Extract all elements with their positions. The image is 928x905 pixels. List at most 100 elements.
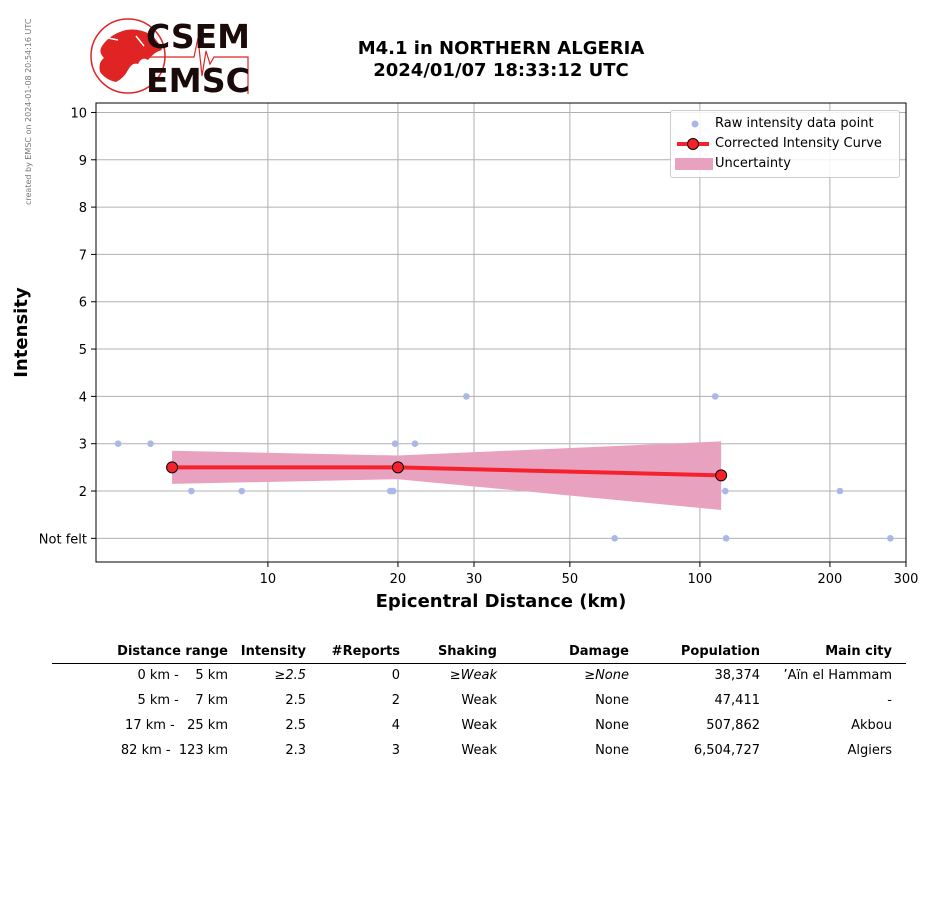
cell-damage: ≥None bbox=[584, 668, 629, 683]
cell-reports: 3 bbox=[391, 743, 400, 758]
logo-line2: EMSC bbox=[146, 61, 250, 100]
cell-damage: None bbox=[595, 743, 629, 758]
cell-shaking: Weak bbox=[461, 693, 497, 708]
cell-damage: None bbox=[595, 718, 629, 733]
x-tick-label: 10 bbox=[260, 572, 277, 587]
legend-uncertainty-swatch bbox=[675, 158, 713, 170]
cell-population: 47,411 bbox=[714, 693, 761, 708]
chart-title-line1: M4.1 in NORTHERN ALGERIA bbox=[357, 38, 645, 59]
logo-globe-ring bbox=[90, 18, 166, 94]
logo-seismogram bbox=[146, 37, 249, 94]
x-tick-label: 100 bbox=[687, 572, 712, 587]
cell-intensity: ≥2.5 bbox=[274, 668, 306, 683]
raw-data-point bbox=[411, 440, 419, 448]
table-row: 0 km - 5 km ≥2.5 0 ≥Weak ≥None 38,374 ’Aïn el … bbox=[52, 668, 906, 690]
cell-shaking: Weak bbox=[461, 743, 497, 758]
raw-data-point bbox=[463, 393, 470, 400]
csem-emsc-logo: CSEM EMSC bbox=[90, 17, 250, 100]
cell-distance-range: 5 km - 7 km bbox=[137, 693, 228, 708]
y-tick-label: 9 bbox=[79, 154, 87, 169]
y-axis-label: Intensity bbox=[11, 287, 32, 378]
raw-data-point bbox=[611, 535, 618, 542]
legend-item-curve: Corrected Intensity Curve bbox=[671, 134, 899, 154]
x-tick-label: 200 bbox=[818, 572, 843, 587]
x-tick-label: 300 bbox=[894, 572, 919, 587]
x-tick-label: 30 bbox=[466, 572, 483, 587]
y-tick-label: 7 bbox=[79, 248, 87, 263]
header-shaking: Shaking bbox=[437, 644, 497, 659]
uncertainty-band bbox=[172, 441, 722, 510]
header-intensity: Intensity bbox=[240, 644, 306, 659]
legend-raw-marker bbox=[691, 120, 699, 128]
cell-intensity: 2.5 bbox=[285, 718, 306, 733]
table-header-separator bbox=[52, 663, 906, 664]
raw-data-point bbox=[114, 440, 122, 448]
legend-raw-label: Raw intensity data point bbox=[715, 116, 874, 131]
y-tick-label: 8 bbox=[79, 201, 87, 216]
cell-shaking: ≥Weak bbox=[449, 668, 497, 683]
cell-distance-range: 17 km - 25 km bbox=[125, 718, 228, 733]
raw-data-point bbox=[711, 393, 719, 400]
legend-uncertainty-label: Uncertainty bbox=[715, 156, 791, 171]
cell-damage: None bbox=[595, 693, 629, 708]
cell-intensity: 2.5 bbox=[285, 693, 306, 708]
raw-data-point bbox=[188, 487, 195, 495]
raw-data-point bbox=[836, 487, 844, 495]
cell-main-city: ’Aïn el Hammam bbox=[783, 668, 892, 683]
header-damage: Damage bbox=[568, 644, 629, 659]
raw-data-point bbox=[721, 487, 729, 495]
y-tick-label: 4 bbox=[79, 390, 87, 405]
chart-title: M4.1 in NORTHERN ALGERIA 2024/01/07 18:3… bbox=[300, 38, 702, 82]
cell-distance-range: 0 km - 5 km bbox=[137, 668, 228, 683]
y-tick-label: 10 bbox=[70, 106, 87, 121]
table-row: 82 km - 123 km 2.3 3 Weak None 6,504,727 Algie… bbox=[52, 743, 906, 765]
cell-distance-range: 82 km - 123 km bbox=[120, 743, 228, 758]
legend-item-raw: Raw intensity data point bbox=[671, 114, 899, 134]
x-tick-label: 20 bbox=[390, 572, 407, 587]
cell-main-city: Akbou bbox=[851, 718, 892, 733]
cell-population: 38,374 bbox=[714, 668, 761, 683]
y-tick-label: 3 bbox=[79, 438, 87, 453]
raw-data-point bbox=[887, 535, 894, 542]
header-main-city: Main city bbox=[825, 644, 892, 659]
header-population: Population bbox=[680, 644, 760, 659]
creation-note: created by EMSC on 2024-01-08 20:54:16 U… bbox=[24, 18, 33, 205]
corrected-intensity-marker bbox=[166, 461, 179, 474]
raw-data-point bbox=[147, 440, 154, 448]
cell-intensity: 2.3 bbox=[285, 743, 306, 758]
logo-map-shape bbox=[99, 29, 162, 82]
cell-population: 507,862 bbox=[706, 718, 760, 733]
cell-shaking: Weak bbox=[461, 718, 497, 733]
table-row: 17 km - 25 km 2.5 4 Weak None 507,862 Akbou bbox=[52, 718, 906, 740]
raw-data-point bbox=[391, 440, 399, 448]
y-tick-label: Not felt bbox=[39, 532, 87, 547]
y-tick-label: 5 bbox=[79, 343, 87, 358]
table-row: 5 km - 7 km 2.5 2 Weak None 47,411 - bbox=[52, 693, 906, 715]
intensity-chart: 10 20 30 50 100 200 300 Not felt 2 3 4 5 6 7 8 9 10 Epic… bbox=[11, 102, 919, 612]
y-tick-label: 2 bbox=[79, 485, 87, 500]
plot-frame bbox=[95, 102, 907, 563]
y-tick-label: 6 bbox=[79, 296, 87, 311]
header-reports: #Reports bbox=[331, 644, 400, 659]
x-tick-label: 50 bbox=[562, 572, 579, 587]
x-axis-label: Epicentral Distance (km) bbox=[376, 591, 627, 612]
cell-reports: 4 bbox=[391, 718, 400, 733]
table-header-row: Distance range Intensity #Reports Shaking Da… bbox=[52, 644, 906, 666]
creation-note-text: created by EMSC on 2024-01-08 20:54:16 U… bbox=[24, 18, 33, 205]
legend-item-uncertainty: Uncertainty bbox=[671, 154, 899, 174]
logo-line1: CSEM bbox=[146, 17, 250, 56]
header-distance-range: Distance range bbox=[117, 644, 228, 659]
cell-main-city: Algiers bbox=[847, 743, 892, 758]
cell-main-city: - bbox=[887, 693, 892, 708]
raw-data-point bbox=[722, 535, 730, 542]
raw-data-point bbox=[238, 487, 246, 495]
chart-title-line2: 2024/01/07 18:33:12 UTC bbox=[373, 60, 629, 81]
corrected-intensity-marker bbox=[391, 461, 404, 474]
cell-reports: 0 bbox=[391, 668, 400, 683]
corrected-intensity-marker bbox=[715, 469, 728, 482]
cell-reports: 2 bbox=[391, 693, 400, 708]
cell-population: 6,504,727 bbox=[693, 743, 760, 758]
legend-curve-marker bbox=[677, 138, 709, 150]
chart-legend: Raw intensity data point Corrected Inten… bbox=[670, 110, 900, 178]
legend-curve-label: Corrected Intensity Curve bbox=[715, 136, 882, 151]
